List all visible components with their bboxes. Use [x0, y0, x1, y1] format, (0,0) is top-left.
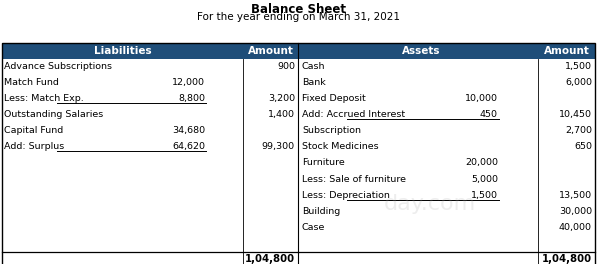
Text: 13,500: 13,500: [559, 191, 592, 200]
Text: Building: Building: [302, 207, 340, 216]
Text: 30,000: 30,000: [559, 207, 592, 216]
Text: Amount: Amount: [248, 46, 294, 56]
Text: Balance Sheet: Balance Sheet: [251, 3, 346, 16]
Text: 34,680: 34,680: [172, 126, 205, 135]
Text: Add: Accrued Interest: Add: Accrued Interest: [302, 110, 405, 119]
Text: 1,04,800: 1,04,800: [542, 254, 592, 264]
Text: Add: Surplus: Add: Surplus: [4, 142, 64, 151]
Text: 1,04,800: 1,04,800: [245, 254, 295, 264]
Text: 3,200: 3,200: [268, 94, 295, 103]
Text: Case: Case: [302, 223, 325, 232]
Text: 99,300: 99,300: [262, 142, 295, 151]
Text: Match Fund: Match Fund: [4, 78, 59, 87]
Text: 40,000: 40,000: [559, 223, 592, 232]
Text: 64,620: 64,620: [172, 142, 205, 151]
Text: Stock Medicines: Stock Medicines: [302, 142, 378, 151]
Text: day.com: day.com: [384, 195, 476, 214]
Text: 2,700: 2,700: [565, 126, 592, 135]
Text: Furniture: Furniture: [302, 158, 344, 167]
Text: Less: Match Exp.: Less: Match Exp.: [4, 94, 84, 103]
Text: Outstanding Salaries: Outstanding Salaries: [4, 110, 103, 119]
Bar: [2, 59, 595, 265]
Text: Liabilities: Liabilities: [94, 46, 151, 56]
Text: 5,000: 5,000: [471, 175, 498, 183]
Text: 12,000: 12,000: [172, 78, 205, 87]
Text: 450: 450: [480, 110, 498, 119]
Text: For the year ending on March 31, 2021: For the year ending on March 31, 2021: [197, 12, 400, 22]
Text: 1,500: 1,500: [565, 62, 592, 71]
Text: Subscription: Subscription: [302, 126, 361, 135]
Text: Assets: Assets: [402, 46, 440, 56]
Text: 1,400: 1,400: [268, 110, 295, 119]
Text: Fixed Deposit: Fixed Deposit: [302, 94, 366, 103]
Bar: [2, 43, 595, 59]
Text: Less: Depreciation: Less: Depreciation: [302, 191, 390, 200]
Text: 900: 900: [277, 62, 295, 71]
Text: Capital Fund: Capital Fund: [4, 126, 63, 135]
Text: 8,800: 8,800: [178, 94, 205, 103]
Text: 650: 650: [574, 142, 592, 151]
Text: Amount: Amount: [543, 46, 589, 56]
Bar: [2, 43, 595, 265]
Text: Cash: Cash: [302, 62, 325, 71]
Text: Bank: Bank: [302, 78, 326, 87]
Text: 10,000: 10,000: [465, 94, 498, 103]
Text: 10,450: 10,450: [559, 110, 592, 119]
Text: Less: Sale of furniture: Less: Sale of furniture: [302, 175, 406, 183]
Text: 20,000: 20,000: [465, 158, 498, 167]
Text: Advance Subscriptions: Advance Subscriptions: [4, 62, 112, 71]
Text: 1,500: 1,500: [471, 191, 498, 200]
Text: 6,000: 6,000: [565, 78, 592, 87]
